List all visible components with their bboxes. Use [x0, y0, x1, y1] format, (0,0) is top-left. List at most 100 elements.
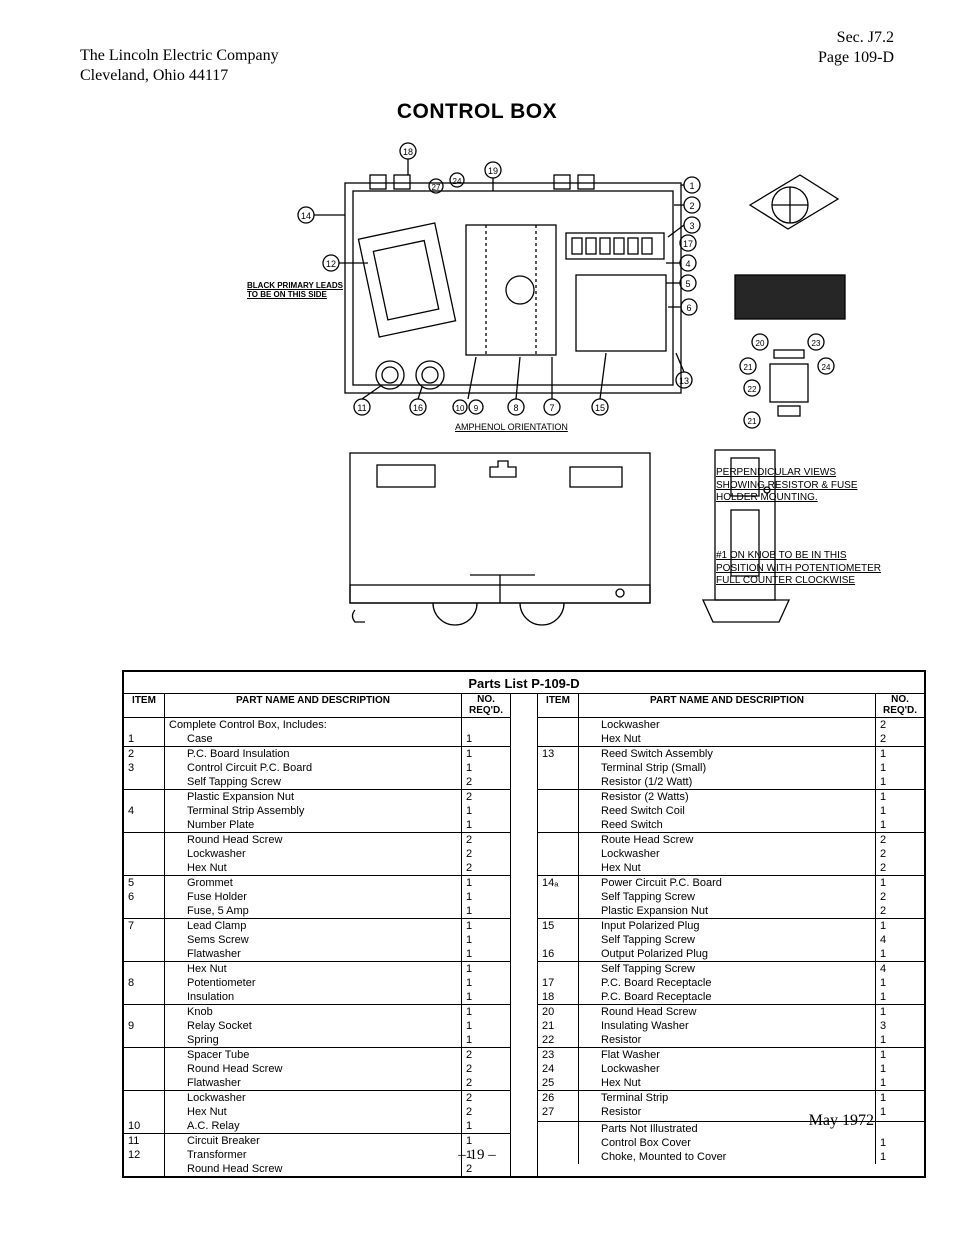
svg-text:6: 6 — [686, 303, 691, 313]
table-row: Plastic Expansion Nut2 — [538, 904, 924, 919]
table-row: Self Tapping Screw4 — [538, 933, 924, 947]
cell-qty: 2 — [462, 833, 511, 848]
cell-desc: Input Polarized Plug — [579, 919, 876, 934]
cell-desc: Knob — [165, 1005, 462, 1020]
svg-text:1: 1 — [689, 181, 694, 191]
svg-text:8: 8 — [513, 403, 518, 413]
table-row: 14ₐPower Circuit P.C. Board1 — [538, 876, 924, 891]
page: Sec. J7.2 Page 109-D The Lincoln Electri… — [0, 0, 954, 1235]
cell-qty: 1 — [876, 1076, 925, 1091]
table-row: 24Lockwasher1 — [538, 1062, 924, 1076]
cell-qty: 1 — [462, 1019, 511, 1033]
cell-item — [538, 818, 579, 833]
table-row: Lockwasher2 — [538, 847, 924, 861]
cell-qty: 2 — [462, 1105, 511, 1119]
table-row: Spring1 — [124, 1033, 510, 1048]
sec-label: Sec. J7.2 — [818, 28, 894, 48]
cell-desc: Relay Socket — [165, 1019, 462, 1033]
cell-item — [538, 790, 579, 805]
cell-qty: 1 — [876, 1105, 925, 1119]
table-row: Round Head Screw2 — [124, 833, 510, 848]
cell-qty: 4 — [876, 962, 925, 977]
cell-item — [538, 732, 579, 747]
cell-desc: Hex Nut — [165, 861, 462, 876]
cell-item — [124, 790, 165, 805]
cell-qty: 1 — [462, 919, 511, 934]
table-row: Plastic Expansion Nut2 — [124, 790, 510, 805]
table-row: 9Relay Socket1 — [124, 1019, 510, 1033]
svg-text:13: 13 — [679, 376, 689, 386]
cell-qty: 4 — [876, 933, 925, 947]
table-row: 26Terminal Strip1 — [538, 1091, 924, 1106]
cell-desc: Grommet — [165, 876, 462, 891]
perp-caption: PERPENDICULAR VIEWS SHOWING RESISTOR & F… — [716, 467, 876, 505]
cell-desc: Fuse, 5 Amp — [165, 904, 462, 919]
col-desc: PART NAME AND DESCRIPTION — [579, 694, 876, 718]
svg-text:10: 10 — [456, 404, 465, 413]
cell-item: 15 — [538, 919, 579, 934]
knob-caption: #1 ON KNOB TO BE IN THIS POSITION WITH P… — [716, 550, 896, 588]
table-row: Lockwasher2 — [124, 1091, 510, 1106]
cell-item: 5 — [124, 876, 165, 891]
cell-qty: 2 — [462, 861, 511, 876]
cell-qty: 1 — [876, 775, 925, 790]
company-line2: Cleveland, Ohio 44117 — [80, 66, 279, 86]
svg-text:17: 17 — [683, 239, 693, 249]
table-row: 20Round Head Screw1 — [538, 1005, 924, 1020]
cell-desc: Complete Control Box, Includes: — [165, 718, 462, 733]
cell-item: 10 — [124, 1119, 165, 1134]
table-row: Flatwasher2 — [124, 1076, 510, 1091]
svg-text:23: 23 — [812, 339, 821, 348]
cell-desc: Round Head Screw — [165, 1162, 462, 1176]
cell-desc: Hex Nut — [579, 732, 876, 747]
svg-text:7: 7 — [549, 403, 554, 413]
svg-text:21: 21 — [748, 417, 757, 426]
cell-item: 3 — [124, 761, 165, 775]
cell-desc: Power Circuit P.C. Board — [579, 876, 876, 891]
cell-desc: Reed Switch Coil — [579, 804, 876, 818]
cell-qty — [462, 718, 511, 733]
cell-item: 26 — [538, 1091, 579, 1106]
cell-item: 7 — [124, 919, 165, 934]
cell-qty: 2 — [876, 718, 925, 733]
table-row: Sems Screw1 — [124, 933, 510, 947]
cell-item — [124, 1091, 165, 1106]
cell-desc: Hex Nut — [579, 861, 876, 876]
cell-item: 9 — [124, 1019, 165, 1033]
cell-qty: 1 — [876, 919, 925, 934]
cell-desc: Round Head Screw — [165, 833, 462, 848]
cell-qty: 1 — [876, 1005, 925, 1020]
cell-desc: Circuit Breaker — [165, 1134, 462, 1149]
cell-qty: 2 — [462, 1076, 511, 1091]
cell-qty: 1 — [462, 976, 511, 990]
cell-item — [538, 890, 579, 904]
table-row: Self Tapping Screw4 — [538, 962, 924, 977]
cell-qty: 2 — [876, 732, 925, 747]
table-row: 18P.C. Board Receptacle1 — [538, 990, 924, 1005]
cell-desc: Insulating Washer — [579, 1019, 876, 1033]
cell-desc: Reed Switch Assembly — [579, 747, 876, 762]
cell-qty — [876, 1122, 925, 1137]
svg-text:19: 19 — [488, 166, 498, 176]
cell-desc: Spacer Tube — [165, 1048, 462, 1063]
table-row: Fuse, 5 Amp1 — [124, 904, 510, 919]
table-row: Reed Switch1 — [538, 818, 924, 833]
cell-desc: Route Head Screw — [579, 833, 876, 848]
table-row: Resistor (2 Watts)1 — [538, 790, 924, 805]
cell-qty: 1 — [876, 804, 925, 818]
cell-desc: Insulation — [165, 990, 462, 1005]
cell-desc: Hex Nut — [165, 962, 462, 977]
table-row: Knob1 — [124, 1005, 510, 1020]
main-diagram: 18 19 27 24 — [290, 135, 860, 431]
table-row: 17P.C. Board Receptacle1 — [538, 976, 924, 990]
cell-item — [124, 775, 165, 790]
cell-qty: 2 — [462, 775, 511, 790]
table-row: Reed Switch Coil1 — [538, 804, 924, 818]
cell-qty: 1 — [876, 1048, 925, 1063]
cell-qty: 2 — [462, 1162, 511, 1176]
company-line1: The Lincoln Electric Company — [80, 46, 279, 66]
table-row: Lockwasher2 — [124, 847, 510, 861]
cell-qty: 1 — [462, 962, 511, 977]
svg-text:16: 16 — [413, 403, 423, 413]
cell-item — [538, 904, 579, 919]
